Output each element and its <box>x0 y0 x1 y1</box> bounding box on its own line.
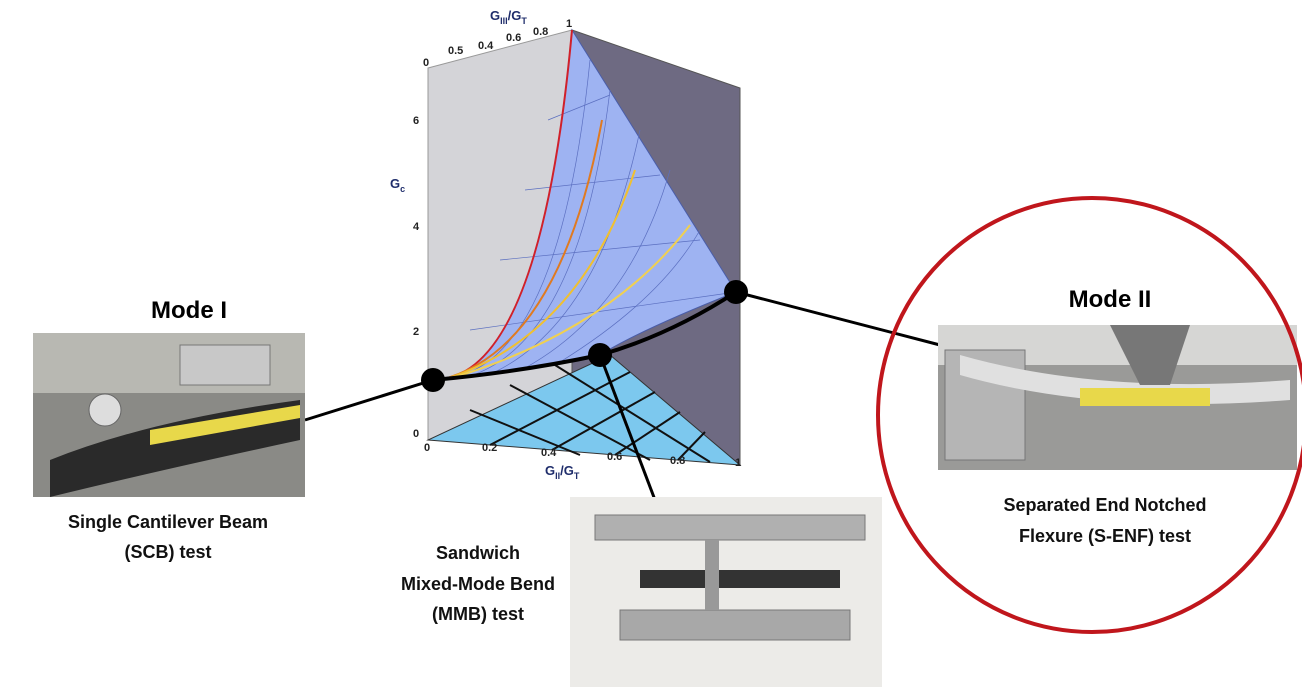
tick: 0.6 <box>506 32 521 44</box>
tick: 0.4 <box>478 40 494 52</box>
caption: Mixed-Mode Bend <box>401 574 555 594</box>
tick: 1 <box>566 18 572 30</box>
tick: 0.8 <box>533 26 548 38</box>
tick: 0.8 <box>670 455 685 467</box>
mode-title: Mode I <box>151 297 227 324</box>
point <box>724 280 748 304</box>
caption: (SCB) test <box>124 542 211 562</box>
caption: (MMB) test <box>432 604 524 624</box>
caption: Sandwich <box>436 543 520 563</box>
figure: GIII/GT 0 0.5 0.4 0.6 0.8 1 Gc 6 4 2 0 0… <box>0 0 1302 687</box>
caption: Single Cantilever Beam <box>68 512 268 532</box>
tick: 6 <box>413 115 419 127</box>
scb-photo <box>33 333 305 497</box>
caption: Separated End Notched <box>1003 495 1206 515</box>
tick: 2 <box>413 326 419 338</box>
bottom-axis-label: GII/GT <box>545 463 580 481</box>
top-axis-label: GIII/GT <box>490 8 527 26</box>
tick: 0.2 <box>482 442 497 454</box>
tick: 0 <box>423 57 429 69</box>
tick: 0.5 <box>448 45 463 57</box>
caption: Flexure (S-ENF) test <box>1019 526 1191 546</box>
mmb-photo <box>570 497 882 687</box>
point <box>421 368 445 392</box>
mode-title: Mode II <box>1069 286 1152 313</box>
tick: 0 <box>424 442 430 454</box>
tick: 1 <box>735 457 741 469</box>
point <box>588 343 612 367</box>
vertical-axis-label: Gc <box>390 176 405 194</box>
tick: 0 <box>413 428 419 440</box>
tick: 4 <box>413 221 420 233</box>
tick: 0.4 <box>541 447 557 459</box>
tick: 0.6 <box>607 451 622 463</box>
senf-photo <box>938 325 1297 470</box>
